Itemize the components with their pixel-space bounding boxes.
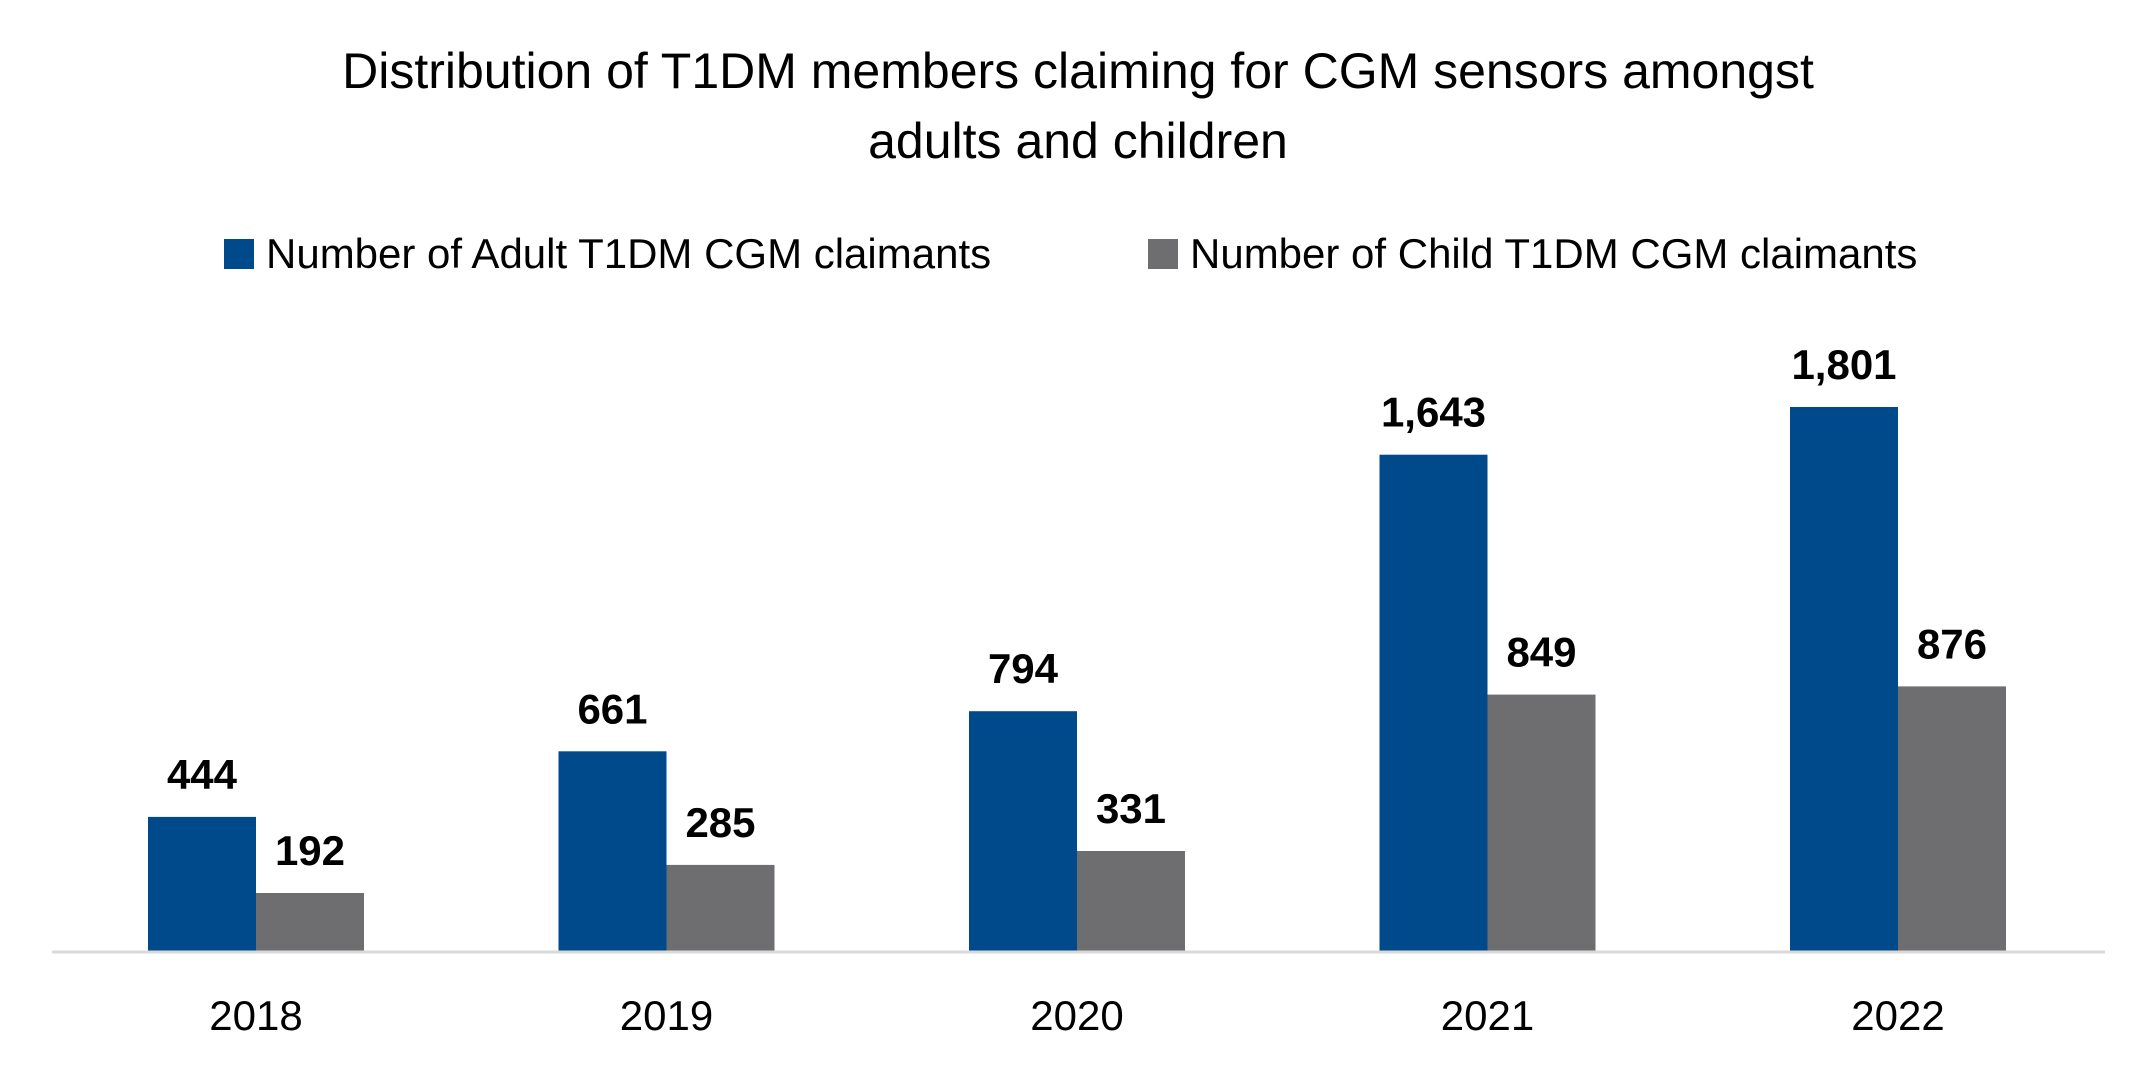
child-bar-2021 bbox=[1487, 694, 1596, 951]
legend-label-child: Number of Child T1DM CGM claimants bbox=[1190, 230, 1917, 277]
chart-title-line-2: adults and children bbox=[868, 113, 1288, 169]
x-tick-label-2019: 2019 bbox=[620, 992, 713, 1039]
adult-value-label-2019: 661 bbox=[577, 685, 647, 732]
x-tick-label-2020: 2020 bbox=[1030, 992, 1123, 1039]
legend-label-adult: Number of Adult T1DM CGM claimants bbox=[266, 230, 991, 277]
child-value-label-2019: 285 bbox=[685, 799, 755, 846]
adult-bar-2020 bbox=[969, 711, 1077, 951]
child-bar-2018 bbox=[256, 893, 364, 951]
child-value-label-2022: 876 bbox=[1917, 620, 1987, 667]
adult-bar-2018 bbox=[148, 816, 256, 951]
chart-title: Distribution of T1DM members claiming fo… bbox=[342, 43, 1814, 169]
x-tick-label-2022: 2022 bbox=[1851, 992, 1944, 1039]
adult-value-label-2021: 1,643 bbox=[1381, 389, 1486, 436]
x-axis-tick-labels: 2018 2019 2020 2021 2022 bbox=[209, 992, 1944, 1039]
adult-bar-2021 bbox=[1379, 454, 1488, 951]
x-tick-label-2018: 2018 bbox=[209, 992, 302, 1039]
child-value-label-2018: 192 bbox=[275, 827, 345, 874]
child-bar-2019 bbox=[666, 864, 775, 951]
x-tick-label-2021: 2021 bbox=[1441, 992, 1534, 1039]
legend-swatch-adult bbox=[224, 239, 254, 269]
chart-title-line-1: Distribution of T1DM members claiming fo… bbox=[342, 43, 1814, 99]
child-bar-2022 bbox=[1898, 686, 2006, 951]
chart-legend: Number of Adult T1DM CGM claimants Numbe… bbox=[224, 230, 1917, 277]
adult-value-label-2022: 1,801 bbox=[1791, 341, 1896, 388]
child-bar-2020 bbox=[1077, 851, 1185, 951]
adult-bar-2022 bbox=[1790, 407, 1898, 951]
child-value-label-2021: 849 bbox=[1506, 629, 1576, 676]
adult-value-label-2020: 794 bbox=[988, 645, 1059, 692]
plot-area: 444 192 661 285 794 331 1,643 849 1,801 876 bbox=[148, 341, 2006, 951]
adult-value-label-2018: 444 bbox=[167, 751, 238, 798]
legend-swatch-child bbox=[1148, 239, 1178, 269]
child-value-label-2020: 331 bbox=[1096, 785, 1166, 832]
adult-bar-2019 bbox=[558, 751, 667, 951]
